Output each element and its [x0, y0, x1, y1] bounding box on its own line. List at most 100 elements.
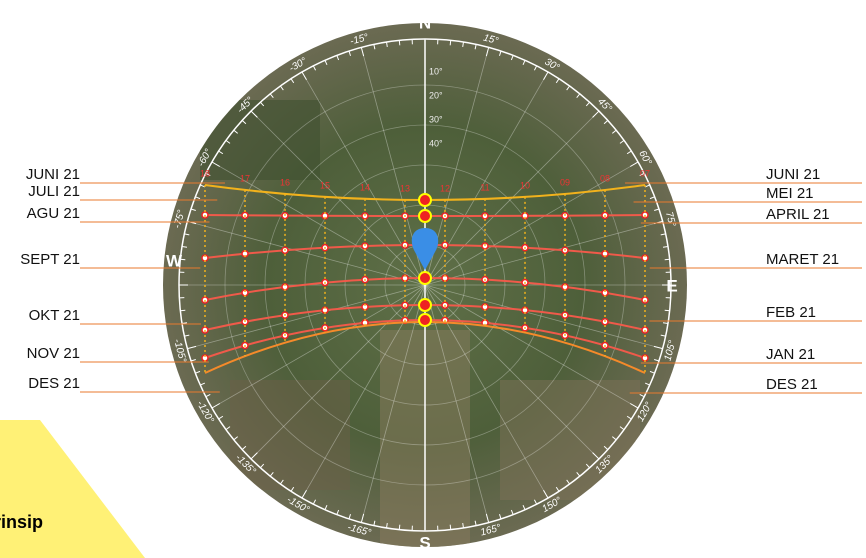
azimuth-label: -75° — [172, 209, 187, 230]
hour-label: 12 — [440, 183, 450, 193]
ring-tick — [386, 41, 388, 48]
ring-tick — [654, 358, 660, 362]
ring-tick — [200, 184, 206, 188]
hour-label: 08 — [600, 173, 610, 183]
ring-tick — [485, 513, 490, 523]
ring-tick — [662, 322, 669, 324]
altitude-label: 20° — [429, 90, 443, 100]
hour-label: 14 — [360, 182, 370, 192]
ring-tick — [639, 172, 645, 177]
compass-letter: W — [166, 251, 183, 270]
ring-tick — [555, 486, 560, 492]
month-label-right: FEB 21 — [766, 304, 816, 321]
month-label-right: JAN 21 — [766, 346, 815, 363]
ring-tick — [269, 93, 274, 99]
ring-tick — [269, 471, 274, 477]
noon-marker — [418, 209, 432, 223]
ring-tick — [653, 345, 663, 350]
month-label-left: OKT 21 — [29, 307, 80, 324]
ring-tick — [566, 85, 570, 91]
ring-tick — [639, 393, 645, 398]
altitude-label: 30° — [429, 114, 443, 124]
ring-tick — [373, 44, 376, 50]
ring-tick — [629, 403, 639, 409]
ring-tick — [498, 50, 502, 56]
noon-marker — [418, 193, 432, 207]
ring-tick — [348, 514, 352, 520]
ring-tick — [533, 65, 538, 71]
ring-tick — [200, 382, 206, 386]
ring-tick — [360, 513, 365, 523]
radial-line — [250, 284, 426, 460]
ring-tick — [619, 140, 625, 144]
location-pin — [411, 228, 439, 270]
ring-tick — [619, 426, 625, 430]
ring-tick — [225, 140, 231, 144]
altitude-label: 40° — [429, 138, 443, 148]
ring-tick — [662, 246, 669, 248]
azimuth-label: 15° — [482, 33, 499, 48]
azimuth-label: 105° — [662, 339, 678, 362]
ring-tick — [592, 452, 600, 460]
ring-tick — [250, 452, 258, 460]
ring-tick — [510, 55, 514, 61]
hour-label: 18 — [200, 168, 210, 178]
ring-tick — [195, 196, 201, 200]
ring-tick — [324, 60, 328, 66]
radial-line — [424, 284, 490, 523]
ring-tick — [485, 47, 490, 57]
ring-tick — [660, 334, 666, 337]
ring-tick — [184, 233, 190, 236]
ring-tick — [555, 78, 560, 84]
ring-tick — [290, 78, 295, 84]
ring-tick — [336, 509, 340, 515]
ring-tick — [386, 522, 388, 529]
ring-tick — [543, 489, 549, 499]
ring-tick — [260, 101, 265, 107]
ring-tick — [664, 258, 670, 261]
month-label-left: AGU 21 — [27, 205, 80, 222]
radial-line — [424, 220, 663, 286]
ring-tick — [225, 426, 231, 430]
compass-letter: S — [419, 533, 430, 552]
ring-tick — [211, 403, 221, 409]
ring-tick — [649, 370, 655, 374]
ring-tick — [301, 71, 307, 81]
ring-tick — [543, 71, 549, 81]
hour-label: 10 — [520, 180, 530, 190]
ring-tick — [576, 471, 581, 477]
ring-tick — [474, 520, 477, 526]
compass-letter: N — [419, 13, 431, 32]
altitude-label: 10° — [429, 66, 443, 76]
ring-tick — [233, 436, 239, 441]
ring-tick — [644, 184, 650, 188]
ring-tick — [566, 479, 570, 485]
month-label-right: JUNI 21 — [766, 166, 820, 183]
ring-tick — [474, 44, 477, 50]
month-label-right: MARET 21 — [766, 251, 839, 268]
ring-tick — [533, 499, 538, 505]
month-label-right: APRIL 21 — [766, 206, 830, 223]
ring-tick — [205, 172, 211, 177]
ring-tick — [611, 436, 617, 441]
hour-label: 17 — [240, 173, 250, 183]
polar-grid — [179, 39, 671, 531]
ring-tick — [301, 489, 307, 499]
ring-tick — [585, 101, 590, 107]
ring-tick — [324, 504, 328, 510]
ring-tick — [462, 41, 464, 48]
ring-tick — [644, 382, 650, 386]
ring-tick — [260, 463, 265, 469]
azimuth-label: 75° — [663, 211, 678, 228]
yellow-shape — [0, 420, 145, 558]
ring-tick — [241, 120, 247, 125]
ring-tick — [180, 258, 186, 261]
ring-tick — [211, 161, 221, 167]
month-label-left: NOV 21 — [27, 345, 80, 362]
radial-line — [211, 161, 426, 286]
ring-tick — [611, 129, 617, 134]
ring-tick — [205, 393, 211, 398]
ring-tick — [184, 334, 190, 337]
ring-tick — [654, 208, 660, 212]
